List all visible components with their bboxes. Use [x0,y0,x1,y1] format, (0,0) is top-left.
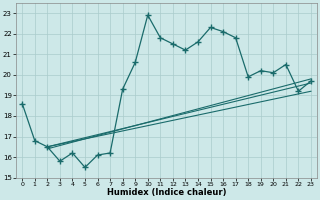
X-axis label: Humidex (Indice chaleur): Humidex (Indice chaleur) [107,188,226,197]
